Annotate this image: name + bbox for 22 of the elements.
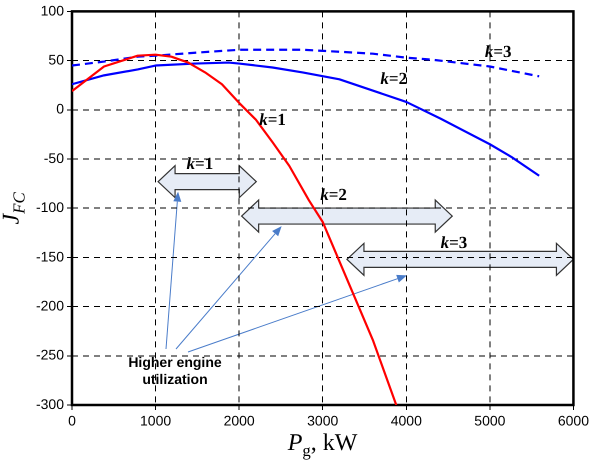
x-tick-label: 2000: [224, 412, 255, 428]
y-tick-label: -300: [36, 396, 64, 412]
x-tick-label: 0: [68, 412, 76, 428]
y-tick-label: -250: [36, 346, 64, 363]
y-tick-label: -100: [36, 199, 64, 216]
y-tick-label: 100: [40, 2, 64, 18]
x-tick-label: 1000: [140, 412, 172, 428]
y-tick-label: -50: [44, 150, 64, 166]
annotation: k=3: [484, 42, 512, 62]
y-tick-label: 0: [56, 100, 64, 117]
x-tick-label: 4000: [390, 412, 422, 428]
x-tick-label: 3000: [307, 412, 338, 428]
annotation: k=3: [440, 232, 468, 253]
y-tick-label: 50: [48, 51, 64, 68]
x-tick-label: 5000: [474, 412, 506, 428]
annotation: k=2: [380, 69, 408, 90]
y-tick-label: -200: [36, 297, 64, 314]
y-tick-label: -150: [36, 248, 64, 264]
annotation: Higher engine utilization: [127, 354, 223, 388]
x-tick-label: 6000: [558, 412, 590, 428]
x-axis-title: P$_{g}$, kW: [288, 430, 358, 461]
annotation: k=1: [259, 110, 286, 130]
